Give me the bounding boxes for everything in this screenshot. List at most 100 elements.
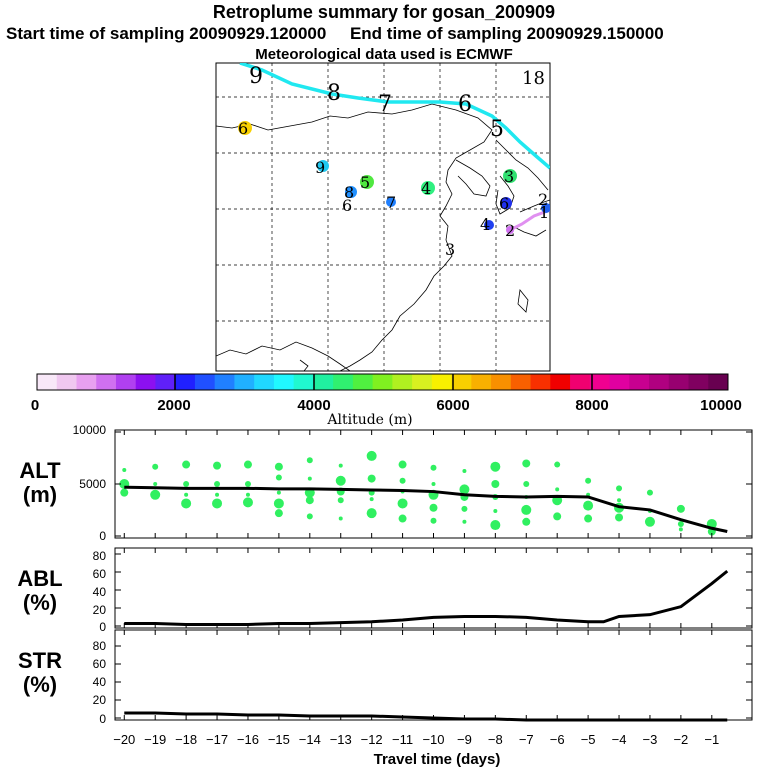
alt-scatter-point [584,514,593,523]
alt-scatter-point [521,504,532,515]
marker-dot [484,220,494,230]
colorbar-swatch [688,374,709,390]
abl-ytick: 0 [99,620,106,634]
alt-scatter-point [490,461,501,472]
alt-scatter-point [215,492,220,497]
map-panel: 9 8 7 6 5 6 9 5 8 6 7 4 3 6 4 2 3 2 1 18 [215,62,551,372]
str-unit: (%) [23,672,57,697]
colorbar-tick: 4000 [297,397,330,414]
panel-yticks [115,431,752,719]
alt-scatter-point [273,498,284,509]
alt-scatter-point [245,492,250,497]
colorbar [36,373,729,391]
abl-ytick: 40 [93,585,107,599]
alt-scatter-point [338,463,343,468]
str-frame [114,629,753,721]
trajectory-labels: 9 8 7 6 5 6 9 5 8 6 7 4 3 6 4 2 3 2 1 18 [238,64,549,259]
colorbar-swatch [175,374,196,390]
marker-dot [541,203,550,213]
x-tick-label: −11 [392,732,413,747]
alt-scatter-point [616,485,623,492]
traj-label: 8 [344,183,354,202]
alt-scatter-point [366,508,377,519]
traj-label: 2 [538,190,548,209]
abl-label: ABL [17,566,62,591]
traj-label: 3 [504,167,514,186]
alt-scatter-point [491,480,500,488]
alt-scatter-point [430,517,437,524]
colorbar-tick: 0 [31,397,39,414]
str-ytick: 0 [99,712,106,726]
traj-label: 6 [458,92,472,117]
alt-scatter-point [369,497,374,502]
traj-label: 6 [342,196,352,215]
alt-unit: (m) [23,482,57,507]
marker-dot [360,175,374,189]
x-tick-label: −10 [422,732,444,747]
marker-dot [506,226,514,234]
alt-scatter-point [617,498,622,503]
x-tick-label: −3 [643,732,658,747]
colorbar-swatch [649,374,670,390]
colorbar-swatch [135,374,156,390]
alt-scatter-point [152,463,159,470]
abl-ytick: 60 [93,567,107,581]
colorbar-swatch [589,374,611,390]
x-tick-label: −13 [330,732,352,747]
colorbar-swatch [115,374,137,390]
map-grid [216,63,550,371]
alt-scatter-point [212,498,223,509]
colorbar-swatch [412,374,433,390]
alt-scatter-point [244,481,251,487]
colorbar-swatch [333,374,354,390]
alt-scatter-point [490,520,501,531]
colorbar-swatch [155,374,176,390]
colorbar-tick: 8000 [575,397,608,414]
traj-label: 1 [539,203,549,222]
colorbar-swatch [56,374,77,390]
alt-scatter-point [274,462,283,471]
str-panel: STR (%) 80 60 40 20 0 [18,629,753,726]
met-data-line: Meteorological data used is ECMWF [255,46,513,63]
traj-label: 6 [499,194,509,213]
colorbar-swatch [76,374,97,390]
alt-scatter-point [397,498,408,509]
alt-scatter-point [553,512,562,521]
traj-label: 7 [378,92,392,117]
alt-scatter-point [335,475,346,486]
colorbar-swatch [510,374,532,390]
alt-scatter-point [399,477,406,484]
marker-dot [317,160,329,172]
colorbar-swatch [629,374,650,390]
alt-scatter-point [274,509,283,518]
alt-scatter-point [462,519,467,524]
alt-scatter-point [430,464,437,471]
alt-scatter-point [431,482,436,486]
x-tick-label: −12 [361,732,383,747]
alt-ytick: 10000 [73,423,107,437]
alt-label: ALT [19,458,61,483]
x-tick-label: −14 [299,732,321,747]
alt-scatter-point [583,500,594,511]
traj-label: 4 [421,179,431,198]
colorbar-swatch [451,374,472,390]
colorbar-tick: 2000 [157,397,190,414]
alt-scatter-point [678,527,683,532]
colorbar-swatch [194,374,216,390]
colorbar-swatch [471,374,492,390]
colorbar-swatch [668,374,690,390]
x-tick-label: −6 [550,732,565,747]
colorbar-tick: 6000 [436,397,469,414]
alt-scatter-point [462,469,467,474]
colorbar-ticks: 0 2000 4000 6000 8000 10000 [31,397,742,414]
colorbar-tick: 10000 [700,397,742,414]
x-tick-label: −5 [581,732,596,747]
x-tick-label: −17 [206,732,228,747]
alt-scatter-point [554,461,561,468]
alt-scatter-point [555,487,560,492]
alt-scatter-point [337,497,344,504]
alt-scatter-point [214,481,221,487]
x-tick-label: −20 [113,732,135,747]
traj-label: 9 [249,64,263,89]
